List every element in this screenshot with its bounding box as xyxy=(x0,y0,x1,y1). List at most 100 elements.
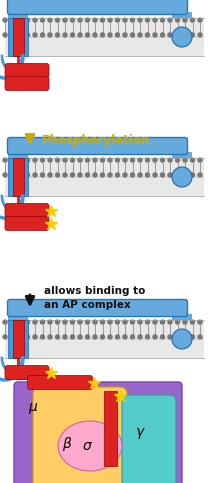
Ellipse shape xyxy=(115,32,120,37)
Ellipse shape xyxy=(107,172,112,177)
Bar xyxy=(8,158,28,196)
Ellipse shape xyxy=(78,172,83,177)
Ellipse shape xyxy=(47,32,52,37)
Ellipse shape xyxy=(160,334,165,340)
Ellipse shape xyxy=(175,157,180,163)
FancyBboxPatch shape xyxy=(5,76,49,90)
Ellipse shape xyxy=(175,32,180,37)
Ellipse shape xyxy=(33,172,37,177)
Ellipse shape xyxy=(167,157,172,163)
Ellipse shape xyxy=(18,172,23,177)
Ellipse shape xyxy=(78,157,83,163)
Ellipse shape xyxy=(55,157,60,163)
Ellipse shape xyxy=(47,320,52,325)
Ellipse shape xyxy=(190,334,195,340)
Ellipse shape xyxy=(62,18,68,23)
Ellipse shape xyxy=(100,172,105,177)
Ellipse shape xyxy=(78,18,83,23)
Ellipse shape xyxy=(107,32,112,37)
Text: μ: μ xyxy=(28,400,37,414)
Ellipse shape xyxy=(18,18,23,23)
Ellipse shape xyxy=(55,334,60,340)
Ellipse shape xyxy=(33,334,37,340)
Bar xyxy=(172,12,192,18)
Bar xyxy=(5,18,204,56)
Ellipse shape xyxy=(153,32,158,37)
Ellipse shape xyxy=(78,334,83,340)
Bar xyxy=(8,152,28,158)
Ellipse shape xyxy=(107,18,112,23)
Ellipse shape xyxy=(33,18,37,23)
Ellipse shape xyxy=(115,172,120,177)
Ellipse shape xyxy=(130,172,135,177)
FancyBboxPatch shape xyxy=(8,138,187,155)
Ellipse shape xyxy=(85,320,90,325)
Ellipse shape xyxy=(190,32,195,37)
Ellipse shape xyxy=(85,334,90,340)
Bar xyxy=(8,18,28,56)
Ellipse shape xyxy=(100,157,105,163)
Ellipse shape xyxy=(160,320,165,325)
Ellipse shape xyxy=(130,157,135,163)
Ellipse shape xyxy=(85,18,90,23)
Ellipse shape xyxy=(25,320,30,325)
Ellipse shape xyxy=(153,334,158,340)
Ellipse shape xyxy=(85,172,90,177)
Ellipse shape xyxy=(182,320,187,325)
Ellipse shape xyxy=(100,320,105,325)
Ellipse shape xyxy=(10,18,15,23)
Ellipse shape xyxy=(130,32,135,37)
Ellipse shape xyxy=(10,172,15,177)
Ellipse shape xyxy=(93,320,98,325)
Ellipse shape xyxy=(93,18,98,23)
Ellipse shape xyxy=(182,172,187,177)
Ellipse shape xyxy=(3,32,8,37)
Ellipse shape xyxy=(3,172,8,177)
FancyBboxPatch shape xyxy=(8,299,187,316)
FancyBboxPatch shape xyxy=(5,216,49,230)
Ellipse shape xyxy=(130,334,135,340)
Ellipse shape xyxy=(122,157,127,163)
Ellipse shape xyxy=(153,18,158,23)
Ellipse shape xyxy=(62,32,68,37)
Ellipse shape xyxy=(138,320,143,325)
Ellipse shape xyxy=(172,329,192,349)
Ellipse shape xyxy=(93,32,98,37)
Ellipse shape xyxy=(10,320,15,325)
Ellipse shape xyxy=(93,157,98,163)
Ellipse shape xyxy=(70,172,75,177)
Ellipse shape xyxy=(198,172,203,177)
Bar xyxy=(13,18,23,56)
Ellipse shape xyxy=(190,18,195,23)
Ellipse shape xyxy=(138,172,143,177)
Ellipse shape xyxy=(40,157,45,163)
Ellipse shape xyxy=(47,172,52,177)
Ellipse shape xyxy=(3,18,8,23)
FancyBboxPatch shape xyxy=(5,203,49,217)
Ellipse shape xyxy=(153,172,158,177)
Ellipse shape xyxy=(122,320,127,325)
Ellipse shape xyxy=(138,334,143,340)
Ellipse shape xyxy=(107,334,112,340)
Ellipse shape xyxy=(70,18,75,23)
Ellipse shape xyxy=(167,320,172,325)
Bar xyxy=(103,391,116,466)
Ellipse shape xyxy=(55,172,60,177)
Ellipse shape xyxy=(93,172,98,177)
Ellipse shape xyxy=(93,334,98,340)
FancyBboxPatch shape xyxy=(14,382,182,483)
Ellipse shape xyxy=(25,334,30,340)
Ellipse shape xyxy=(58,421,122,471)
Bar xyxy=(172,314,192,320)
Ellipse shape xyxy=(198,334,203,340)
Ellipse shape xyxy=(160,32,165,37)
Ellipse shape xyxy=(130,18,135,23)
Bar xyxy=(8,12,28,18)
Ellipse shape xyxy=(40,32,45,37)
Ellipse shape xyxy=(190,320,195,325)
Ellipse shape xyxy=(182,157,187,163)
Ellipse shape xyxy=(10,157,15,163)
Ellipse shape xyxy=(25,172,30,177)
Ellipse shape xyxy=(145,32,150,37)
Text: σ: σ xyxy=(83,439,92,453)
